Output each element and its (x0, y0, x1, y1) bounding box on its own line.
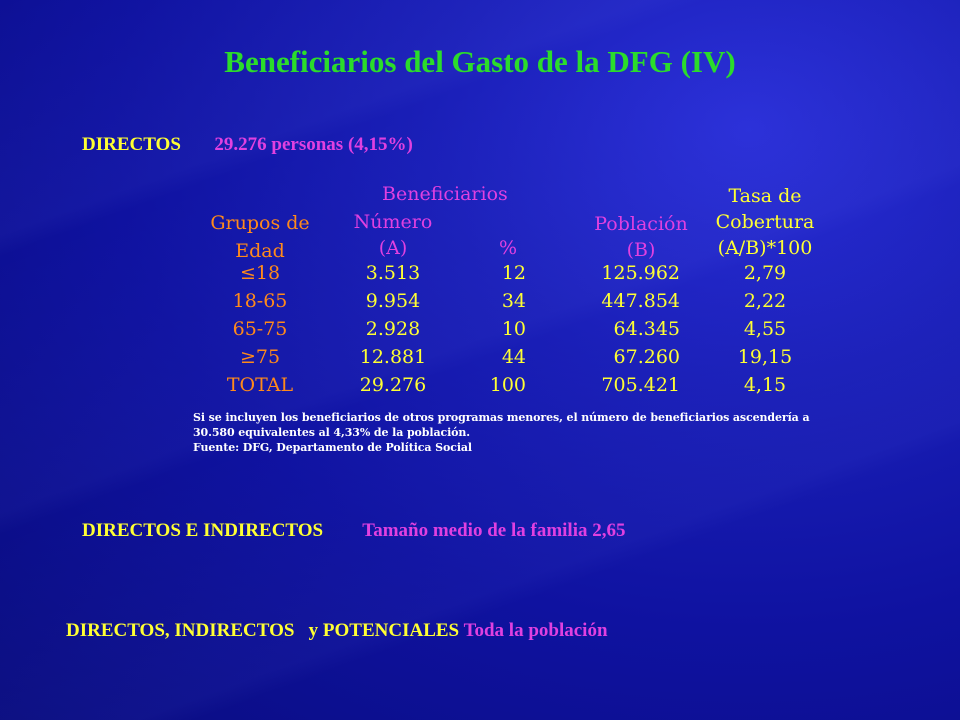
table-row: ≤18 3.513 12 125.962 2,79 (239, 262, 787, 284)
table-row: ≥75 12.881 44 67.260 19,15 (239, 346, 793, 368)
potenciales-line: DIRECTOS, INDIRECTOS y POTENCIALES Toda … (66, 620, 608, 642)
table-row: TOTAL 29.276 100 705.421 4,15 (226, 374, 787, 396)
slide-title: Beneficiarios del Gasto de la DFG (IV) (224, 44, 736, 79)
directos-line: DIRECTOS 29.276 personas (4,15%) (82, 134, 413, 156)
potenciales-value: Toda la población (463, 620, 608, 641)
header-beneficiarios: Beneficiarios (382, 183, 508, 205)
header-pct: % (499, 237, 518, 259)
directos-indirectos-line: DIRECTOS E INDIRECTOS Tamaño medio de la… (82, 520, 625, 542)
directos-indirectos-value: Tamaño medio de la familia 2,65 (362, 520, 626, 541)
directos-label: DIRECTOS (82, 134, 181, 155)
directos-value: 29.276 personas (4,15%) (214, 134, 413, 155)
directos-indirectos-label: DIRECTOS E INDIRECTOS (82, 520, 324, 541)
table-row: 18-65 9.954 34 447.854 2,22 (232, 290, 787, 312)
table-body: ≤18 3.513 12 125.962 2,79 18-65 9.954 34… (0, 262, 960, 402)
table-row: 65-75 2.928 10 64.345 4,55 (232, 318, 787, 340)
table-footnote: Si se incluyen los beneficiarios de otro… (193, 411, 810, 454)
potenciales-label: DIRECTOS, INDIRECTOS y POTENCIALES (66, 620, 460, 641)
